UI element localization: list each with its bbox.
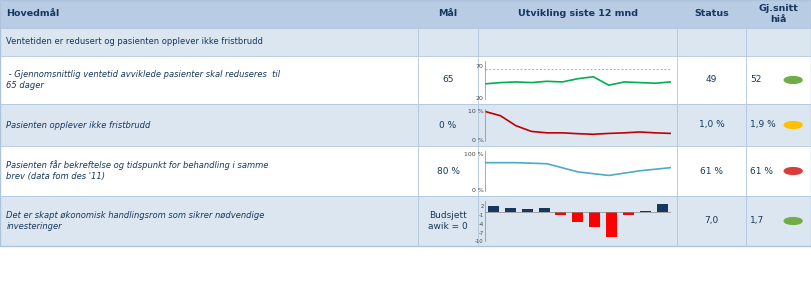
- Text: Pasienten får bekreftelse og tidspunkt for behandling i samme
brev (data fom des: Pasienten får bekreftelse og tidspunkt f…: [6, 161, 269, 181]
- Bar: [418, 196, 478, 246]
- Bar: [0, 0, 811, 28]
- Bar: [623, 212, 634, 215]
- Bar: [677, 104, 746, 146]
- Bar: [478, 56, 677, 104]
- Bar: [677, 56, 746, 104]
- Text: Budsjett
awik = 0: Budsjett awik = 0: [428, 211, 468, 231]
- Text: 7,0: 7,0: [705, 216, 719, 226]
- Text: Det er skapt økonomisk handlingsrom som sikrer nødvendige
investeringer: Det er skapt økonomisk handlingsrom som …: [6, 211, 265, 231]
- Text: 49: 49: [706, 76, 718, 84]
- Bar: [504, 208, 516, 212]
- Bar: [746, 146, 811, 196]
- Text: 52: 52: [750, 76, 762, 84]
- Circle shape: [784, 77, 802, 84]
- Bar: [0, 0, 811, 246]
- Text: Hovedmål: Hovedmål: [6, 10, 60, 18]
- Bar: [0, 56, 418, 104]
- Text: 65: 65: [442, 76, 454, 84]
- Text: 61 %: 61 %: [700, 166, 723, 176]
- Text: Status: Status: [694, 10, 729, 18]
- Text: Pasienten opplever ikke fristbrudd: Pasienten opplever ikke fristbrudd: [6, 121, 151, 130]
- Bar: [418, 56, 478, 104]
- Bar: [746, 56, 811, 104]
- Text: 1,7: 1,7: [750, 216, 765, 226]
- Bar: [677, 28, 746, 56]
- Bar: [677, 196, 746, 246]
- Text: Mål: Mål: [439, 10, 457, 18]
- Bar: [418, 104, 478, 146]
- Bar: [521, 209, 533, 212]
- Text: 61 %: 61 %: [750, 166, 773, 176]
- Bar: [746, 196, 811, 246]
- Bar: [418, 28, 478, 56]
- Bar: [677, 146, 746, 196]
- Bar: [657, 204, 667, 212]
- Text: 80 %: 80 %: [436, 166, 460, 176]
- Text: 1,0 %: 1,0 %: [699, 121, 724, 130]
- Bar: [478, 28, 677, 56]
- Bar: [0, 196, 418, 246]
- Bar: [573, 212, 583, 223]
- Bar: [0, 146, 418, 196]
- Circle shape: [784, 168, 802, 174]
- Bar: [478, 146, 677, 196]
- Text: - Gjennomsnittlig ventetid avviklede pasienter skal reduseres  til
65 dager: - Gjennomsnittlig ventetid avviklede pas…: [6, 70, 281, 90]
- Bar: [539, 208, 550, 212]
- Text: 1,9 %: 1,9 %: [750, 121, 776, 130]
- Text: Gj.snitt
hiå: Gj.snitt hiå: [758, 4, 799, 24]
- Text: Ventetiden er redusert og pasienten opplever ikke fristbrudd: Ventetiden er redusert og pasienten oppl…: [6, 37, 264, 46]
- Bar: [746, 104, 811, 146]
- Text: 0 %: 0 %: [440, 121, 457, 130]
- Circle shape: [784, 122, 802, 128]
- Bar: [488, 206, 499, 212]
- Bar: [478, 104, 677, 146]
- Bar: [0, 104, 418, 146]
- Circle shape: [784, 218, 802, 224]
- Bar: [590, 212, 600, 227]
- Bar: [556, 212, 566, 215]
- Bar: [746, 28, 811, 56]
- Bar: [478, 196, 677, 246]
- Bar: [606, 212, 617, 237]
- Text: Utvikling siste 12 mnd: Utvikling siste 12 mnd: [518, 10, 637, 18]
- Bar: [418, 146, 478, 196]
- Bar: [0, 28, 418, 56]
- Bar: [640, 211, 651, 212]
